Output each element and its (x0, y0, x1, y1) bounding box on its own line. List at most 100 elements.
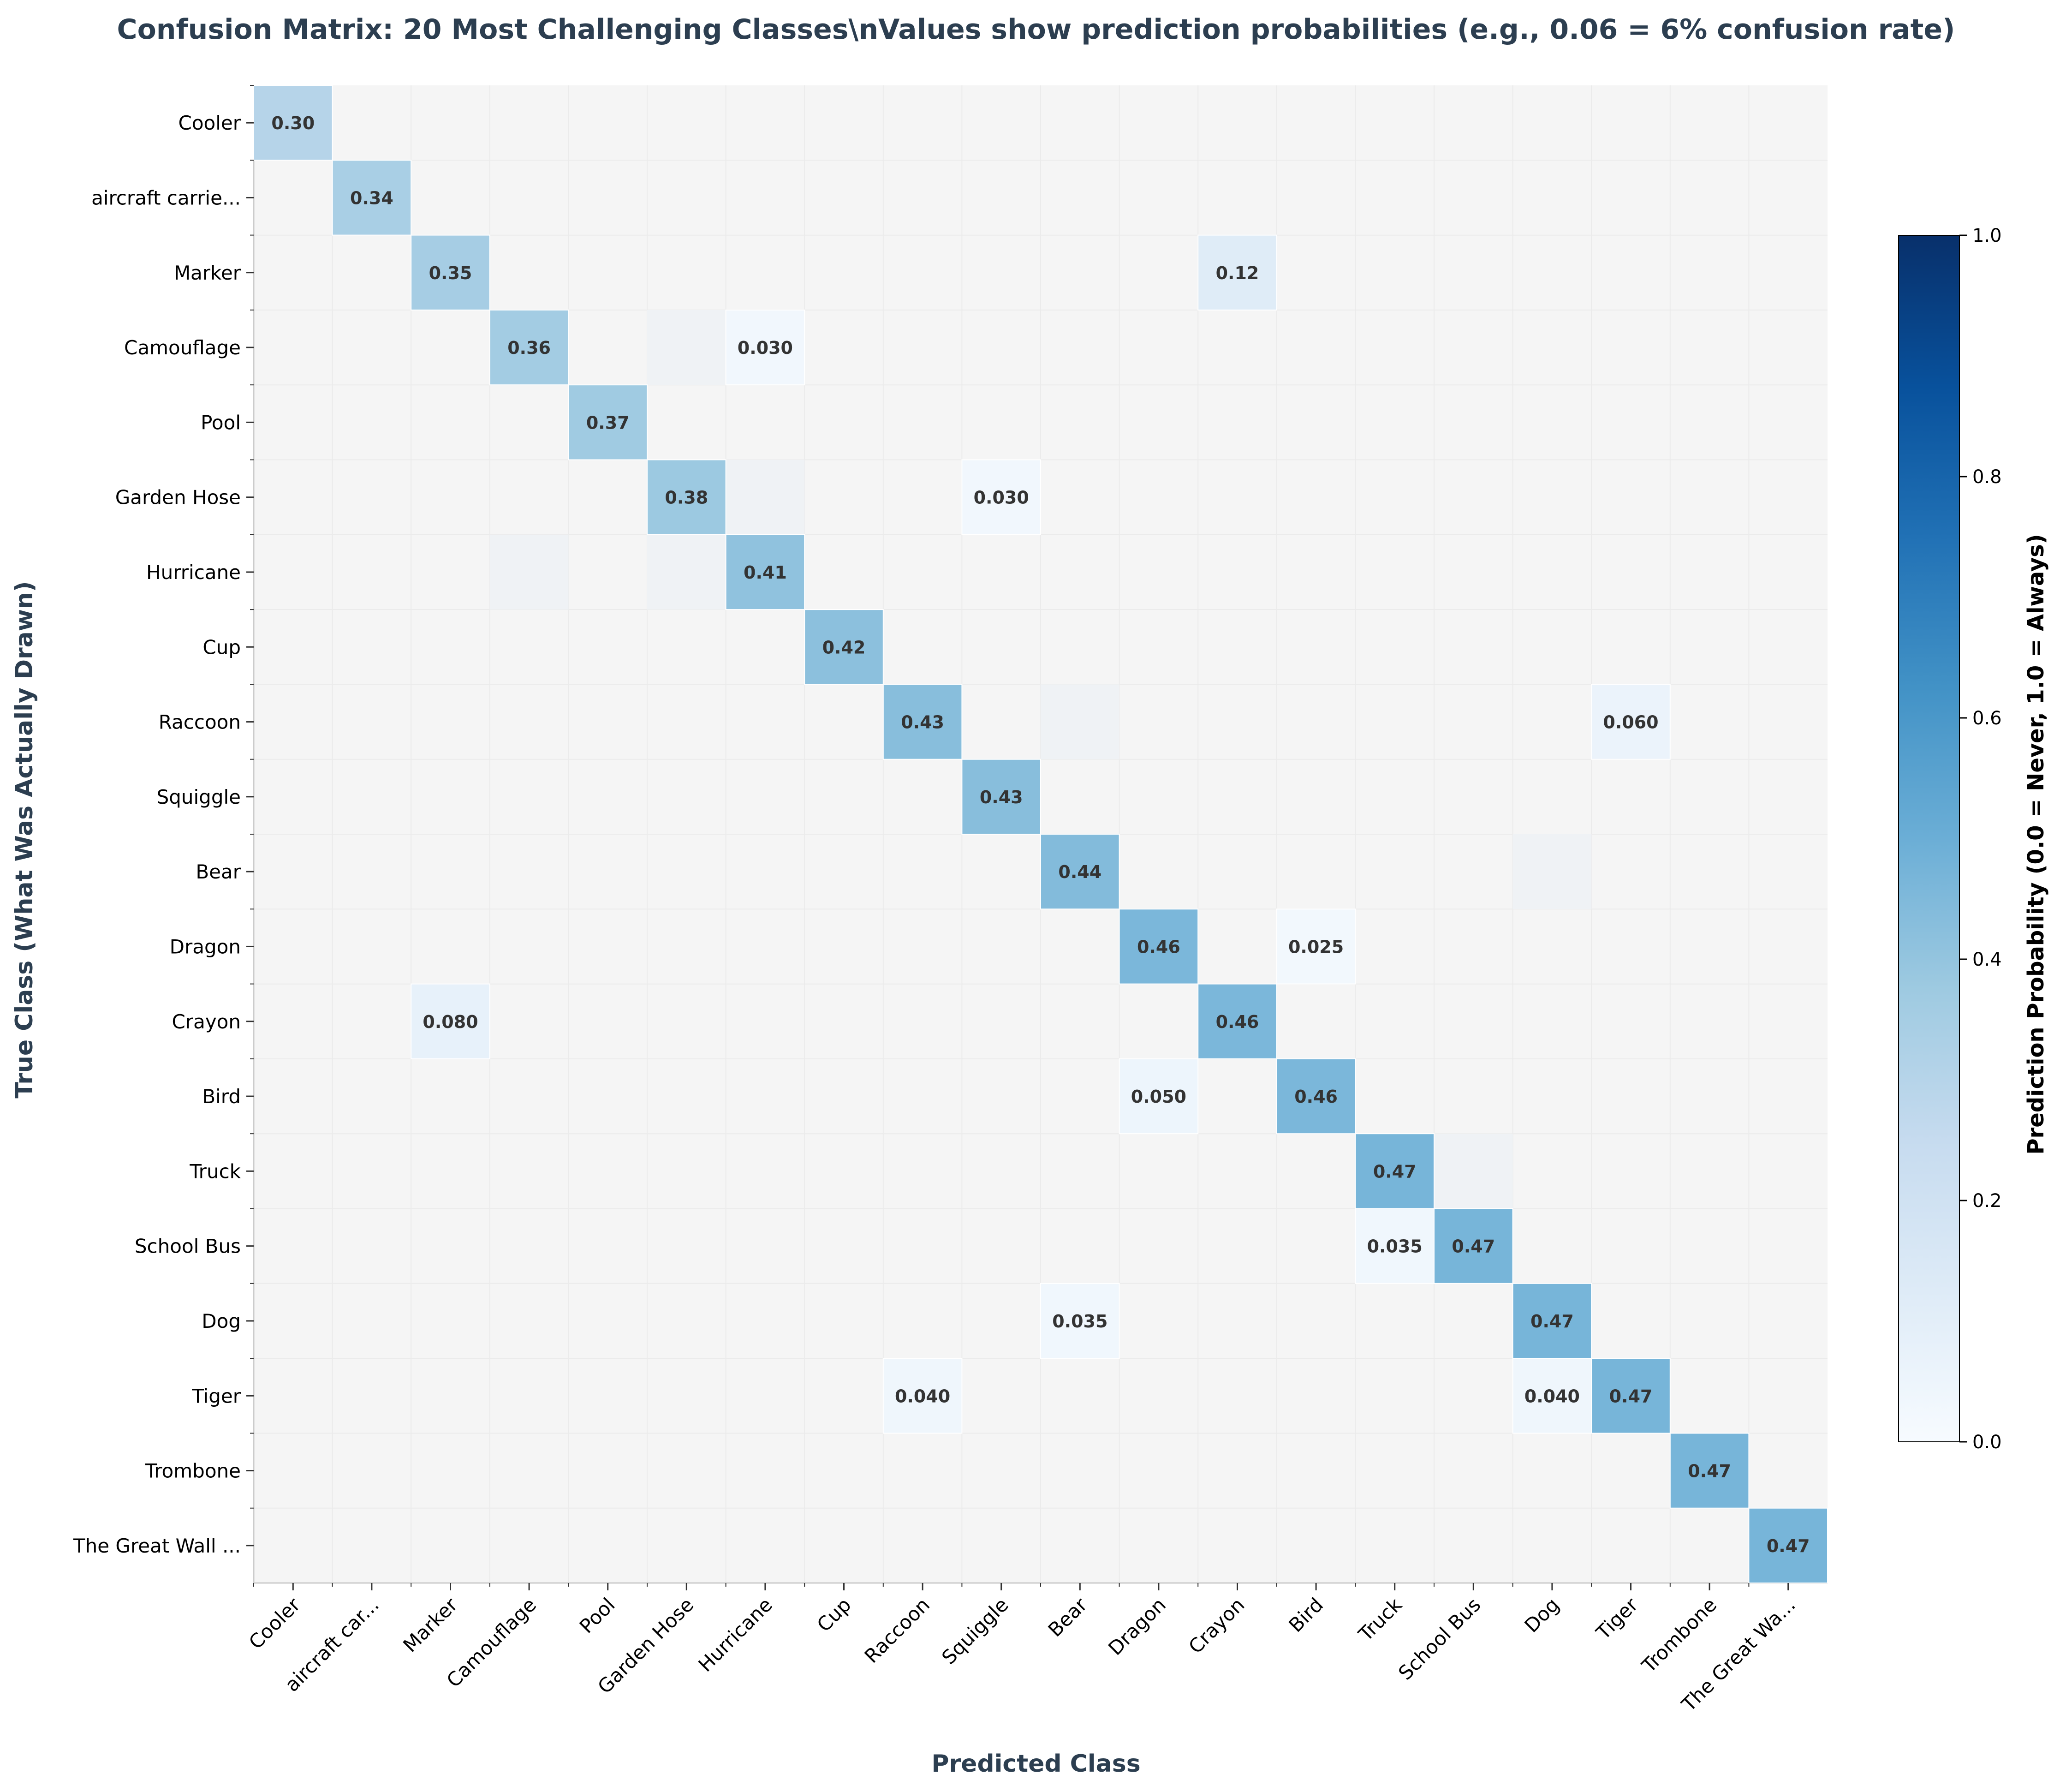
cell-value-label: 0.035 (1052, 1311, 1107, 1332)
x-tick-label: Bird (1284, 1593, 1328, 1637)
heatmap-cell (961, 459, 1041, 535)
y-tick-label: Cooler (179, 112, 241, 134)
y-tick-label: Crayon (172, 1010, 241, 1033)
y-axis-ticks: Cooler aircraft carrie... Marker Camouflage… (73, 85, 254, 1557)
cell-value-label: 0.30 (271, 113, 315, 133)
cell-value-label: 0.060 (1603, 712, 1658, 733)
y-tick-label: Squiggle (157, 786, 241, 808)
heatmap-cell (1748, 1507, 1828, 1583)
colorbar-tick-label: 0.4 (1972, 949, 2002, 970)
colorbar-tick-label: 0.8 (1972, 466, 2002, 488)
cell-value-label: 0.38 (665, 488, 708, 508)
heatmap-cell (1434, 1208, 1513, 1284)
heatmap-cell (1434, 1134, 1513, 1209)
cell-value-label: 0.35 (429, 263, 472, 283)
cell-value-label: 0.36 (507, 338, 551, 358)
heatmap-cell (1040, 834, 1120, 910)
y-tick-label: Cup (202, 636, 241, 658)
heatmap-cell (1040, 1283, 1120, 1359)
heatmap-cell (411, 983, 490, 1059)
y-tick-label: Bear (196, 860, 241, 883)
heatmap-cell (1041, 684, 1119, 759)
heatmap-cell (1197, 983, 1277, 1059)
cell-value-label: 0.030 (974, 488, 1029, 508)
cell-value-label: 0.035 (1367, 1236, 1423, 1257)
colorbar-gradient (1898, 235, 1960, 1442)
y-tick-label: Bird (202, 1085, 241, 1108)
cell-value-label: 0.025 (1288, 937, 1344, 957)
heatmap-cell (725, 309, 805, 386)
heatmap-cell (1276, 908, 1356, 985)
colorbar-label: Prediction Probability (0.0 = Never, 1.0… (2023, 534, 2049, 1154)
x-tick-label: Dog (1520, 1593, 1564, 1637)
x-tick-label: Raccoon (860, 1593, 935, 1667)
heatmap-cell (489, 309, 569, 386)
heatmap-cell (804, 609, 884, 685)
x-tick-label: Trombone (1637, 1593, 1721, 1677)
heatmap-cell (647, 310, 726, 385)
cell-value-label: 0.44 (1058, 862, 1101, 882)
x-tick-label: Cooler (244, 1593, 305, 1654)
x-tick-label: Marker (399, 1593, 462, 1657)
x-tick-label: Truck (1354, 1593, 1406, 1646)
heatmap-cell (1119, 1058, 1199, 1135)
heatmap-cell-labels: 0.30 0.34 0.35 0.12 0.36 0.030 0.37 0.38 0.030 0.… (271, 113, 1810, 1556)
y-axis-title: True Class (What Was Actually Drawn) (11, 581, 38, 1098)
cell-value-label: 0.47 (1767, 1536, 1810, 1556)
x-tick-label: Cup (813, 1593, 856, 1636)
heatmap-cell (647, 534, 726, 610)
y-tick-label: Trombone (145, 1460, 241, 1482)
y-tick-label: The Great Wall ... (73, 1535, 241, 1557)
colorbar-tick-label: 0.0 (1972, 1432, 2002, 1453)
cell-value-label: 0.040 (895, 1386, 950, 1406)
colorbar: 0.0 0.2 0.4 0.6 0.8 1.0 (1898, 225, 2002, 1453)
y-tick-label: Garden Hose (115, 486, 241, 509)
heatmap-cell (1197, 234, 1277, 311)
cell-value-label: 0.030 (738, 338, 793, 358)
colorbar-tick-label: 0.2 (1972, 1190, 2002, 1212)
cell-value-label: 0.050 (1131, 1087, 1186, 1107)
heatmap-cell (1512, 1358, 1592, 1434)
cell-value-label: 0.46 (1294, 1087, 1338, 1107)
x-tick-label: Squiggle (937, 1593, 1013, 1669)
heatmap-cell (1355, 1208, 1435, 1284)
cell-value-label: 0.12 (1216, 263, 1259, 283)
cell-value-label: 0.43 (980, 787, 1023, 807)
heatmap-cell (568, 384, 648, 460)
cell-value-label: 0.41 (744, 562, 787, 583)
y-tick-label: School Bus (135, 1235, 241, 1258)
cell-value-label: 0.46 (1216, 1012, 1259, 1032)
x-tick-label: School Bus (1394, 1593, 1485, 1684)
chart-title: Confusion Matrix: 20 Most Challenging Cl… (117, 13, 1955, 46)
heatmap-cells (253, 85, 1828, 1583)
cell-value-label: 0.34 (350, 188, 393, 208)
cell-value-label: 0.47 (1609, 1386, 1653, 1406)
heatmap-cell (1591, 684, 1671, 760)
heatmap-cell (332, 160, 412, 236)
x-tick-label: Bear (1044, 1593, 1092, 1641)
y-tick-label: Pool (201, 411, 241, 434)
y-tick-label: Marker (174, 262, 241, 284)
colorbar-tick-label: 0.6 (1972, 708, 2002, 729)
x-tick-label: Dragon (1104, 1593, 1170, 1660)
y-tick-label: Dragon (170, 935, 241, 958)
heatmap-cell (725, 534, 805, 610)
x-tick-label: Tiger (1591, 1593, 1643, 1644)
y-tick-label: Hurricane (146, 561, 241, 584)
heatmap-cell (726, 460, 805, 535)
y-tick-label: Raccoon (159, 711, 241, 734)
heatmap-cell (961, 759, 1041, 835)
cell-value-label: 0.47 (1373, 1161, 1417, 1182)
heatmap-cell (1276, 1058, 1356, 1135)
cell-value-label: 0.040 (1524, 1386, 1580, 1406)
y-tick-label: Dog (202, 1310, 241, 1332)
x-tick-label: Pool (575, 1593, 619, 1637)
cell-value-label: 0.37 (586, 412, 630, 433)
x-tick-label: Crayon (1184, 1593, 1249, 1658)
heatmap-cell (1669, 1433, 1750, 1509)
cell-value-label: 0.47 (1452, 1236, 1495, 1257)
cell-value-label: 0.47 (1688, 1461, 1731, 1481)
heatmap-cell (1512, 1283, 1592, 1359)
